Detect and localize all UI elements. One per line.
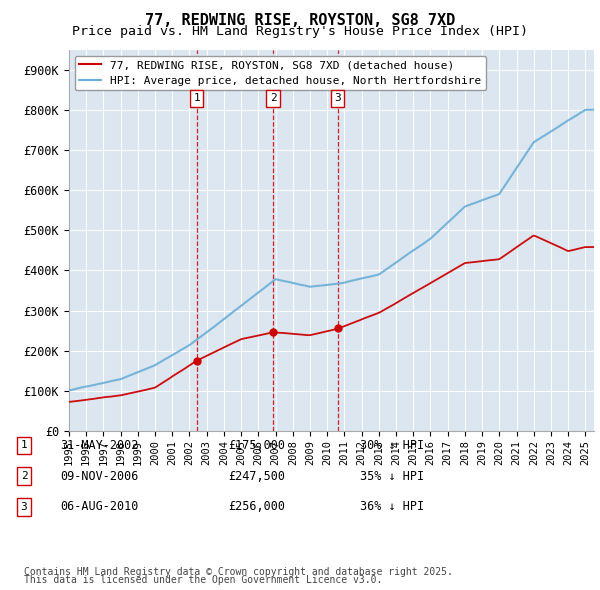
Text: 30% ↓ HPI: 30% ↓ HPI (360, 439, 424, 452)
Text: 31-MAY-2002: 31-MAY-2002 (60, 439, 139, 452)
Text: 1: 1 (193, 93, 200, 103)
Text: 77, REDWING RISE, ROYSTON, SG8 7XD: 77, REDWING RISE, ROYSTON, SG8 7XD (145, 13, 455, 28)
Text: 2: 2 (20, 471, 28, 481)
Text: 3: 3 (20, 502, 28, 512)
Text: Price paid vs. HM Land Registry's House Price Index (HPI): Price paid vs. HM Land Registry's House … (72, 25, 528, 38)
Text: 35% ↓ HPI: 35% ↓ HPI (360, 470, 424, 483)
Text: Contains HM Land Registry data © Crown copyright and database right 2025.: Contains HM Land Registry data © Crown c… (24, 567, 453, 577)
Text: £247,500: £247,500 (228, 470, 285, 483)
Text: 1: 1 (20, 441, 28, 450)
Text: 09-NOV-2006: 09-NOV-2006 (60, 470, 139, 483)
Text: 06-AUG-2010: 06-AUG-2010 (60, 500, 139, 513)
Text: £175,000: £175,000 (228, 439, 285, 452)
Legend: 77, REDWING RISE, ROYSTON, SG8 7XD (detached house), HPI: Average price, detache: 77, REDWING RISE, ROYSTON, SG8 7XD (deta… (74, 55, 486, 90)
Text: £256,000: £256,000 (228, 500, 285, 513)
Text: This data is licensed under the Open Government Licence v3.0.: This data is licensed under the Open Gov… (24, 575, 382, 585)
Text: 2: 2 (270, 93, 277, 103)
Text: 36% ↓ HPI: 36% ↓ HPI (360, 500, 424, 513)
Text: 3: 3 (334, 93, 341, 103)
